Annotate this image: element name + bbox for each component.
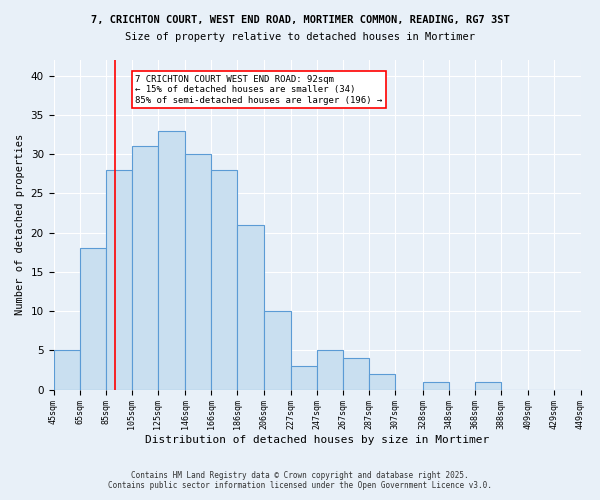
Text: Size of property relative to detached houses in Mortimer: Size of property relative to detached ho… — [125, 32, 475, 42]
Bar — [185, 154, 211, 390]
Bar — [106, 170, 132, 390]
Bar — [369, 374, 395, 390]
Bar — [475, 382, 501, 390]
Text: Contains HM Land Registry data © Crown copyright and database right 2025.
Contai: Contains HM Land Registry data © Crown c… — [108, 470, 492, 490]
Bar — [317, 350, 343, 390]
Bar — [132, 146, 158, 390]
Bar — [291, 366, 317, 390]
Y-axis label: Number of detached properties: Number of detached properties — [15, 134, 25, 316]
Bar — [53, 350, 80, 390]
Bar — [263, 311, 291, 390]
Text: 7 CRICHTON COURT WEST END ROAD: 92sqm
← 15% of detached houses are smaller (34)
: 7 CRICHTON COURT WEST END ROAD: 92sqm ← … — [135, 75, 382, 104]
Bar — [211, 170, 238, 390]
Bar — [343, 358, 369, 390]
Bar — [158, 130, 185, 390]
Bar — [422, 382, 449, 390]
Bar — [238, 225, 263, 390]
Bar — [80, 248, 106, 390]
Text: 7, CRICHTON COURT, WEST END ROAD, MORTIMER COMMON, READING, RG7 3ST: 7, CRICHTON COURT, WEST END ROAD, MORTIM… — [91, 15, 509, 25]
X-axis label: Distribution of detached houses by size in Mortimer: Distribution of detached houses by size … — [145, 435, 489, 445]
